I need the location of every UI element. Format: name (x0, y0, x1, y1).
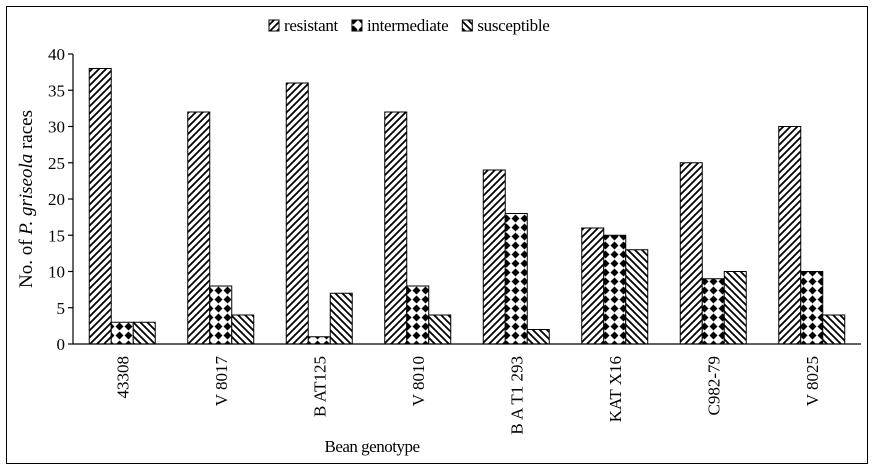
bar-susceptible-v-8017 (231, 314, 255, 345)
bars-group (88, 68, 846, 345)
y-tick-label: 40 (48, 45, 65, 64)
x-tick-label-b-at125: B AT125 (310, 356, 329, 417)
bar-intermediate-kat-x16 (603, 234, 627, 345)
y-tick-label: 35 (48, 81, 65, 100)
y-tick-label: 0 (57, 335, 66, 354)
y-label-part: P. griseola (16, 154, 37, 236)
legend: resistant intermediate susceptible (268, 16, 550, 35)
bar-susceptible-v-8025 (822, 314, 846, 345)
legend-label-intermediate: intermediate (367, 16, 448, 35)
bar-susceptible-c982-79 (723, 271, 747, 345)
y-axis-label: No. of P. griseola races (16, 110, 37, 288)
y-axis: 0 5 10 15 20 25 30 35 40 (48, 45, 74, 354)
legend-label-resistant: resistant (284, 16, 339, 35)
x-tick-label-v-8010: V 8010 (409, 356, 428, 406)
x-tick-label-kat-x16: KAT X16 (606, 356, 625, 422)
y-tick-label: 30 (48, 118, 65, 137)
y-tick-label: 5 (57, 299, 66, 318)
bar-intermediate-c982-79 (701, 278, 725, 345)
x-axis: 43308 V 8017 B AT125 V 8010 B A T1 293 KAT X1… (73, 343, 861, 435)
bar-resistant-v-8010 (384, 111, 408, 345)
x-tick-label-c982-79: C982-79 (704, 356, 723, 416)
bar-resistant-c982-79 (679, 162, 703, 345)
y-tick-label: 20 (48, 190, 65, 209)
legend-swatch-resistant (268, 19, 280, 32)
bar-intermediate-b-at125 (307, 336, 331, 345)
x-tick-label-v-8017: V 8017 (212, 356, 231, 407)
bar-resistant-43308 (88, 68, 112, 345)
bar-susceptible-v-8010 (428, 314, 452, 345)
y-tick-label: 25 (48, 154, 65, 173)
bar-resistant-b-at125 (285, 82, 309, 345)
bar-susceptible-b-a-t1-293 (526, 329, 550, 345)
bar-resistant-v-8025 (778, 126, 802, 345)
bar-chart: resistant intermediate susceptible 0 5 10 15 2… (16, 16, 861, 456)
y-label-part: No. of (16, 235, 37, 288)
bar-susceptible-43308 (132, 321, 156, 345)
legend-swatch-intermediate (351, 19, 363, 32)
bar-susceptible-kat-x16 (625, 249, 649, 345)
y-label-part: races (16, 110, 37, 154)
bar-intermediate-b-a-t1-293 (504, 213, 528, 345)
y-tick-label: 10 (48, 263, 65, 282)
bar-resistant-v-8017 (187, 111, 211, 345)
x-tick-label-b-a-t1-293: B A T1 293 (507, 356, 526, 435)
chart-frame: resistant intermediate susceptible 0 5 10 15 2… (6, 6, 868, 464)
legend-swatch-susceptible (461, 19, 473, 32)
x-tick-label-43308: 43308 (113, 356, 132, 399)
bar-intermediate-43308 (110, 321, 134, 345)
bar-intermediate-v-8025 (800, 271, 824, 345)
bar-resistant-b-a-t1-293 (482, 169, 506, 345)
legend-label-susceptible: susceptible (477, 16, 549, 35)
x-tick-label-v-8025: V 8025 (803, 356, 822, 406)
y-tick-label: 15 (48, 226, 65, 245)
bar-susceptible-b-at125 (329, 292, 353, 345)
bar-resistant-kat-x16 (581, 227, 605, 345)
bar-intermediate-v-8017 (209, 285, 233, 345)
bar-intermediate-v-8010 (406, 285, 430, 345)
x-axis-label: Bean genotype (325, 437, 420, 456)
